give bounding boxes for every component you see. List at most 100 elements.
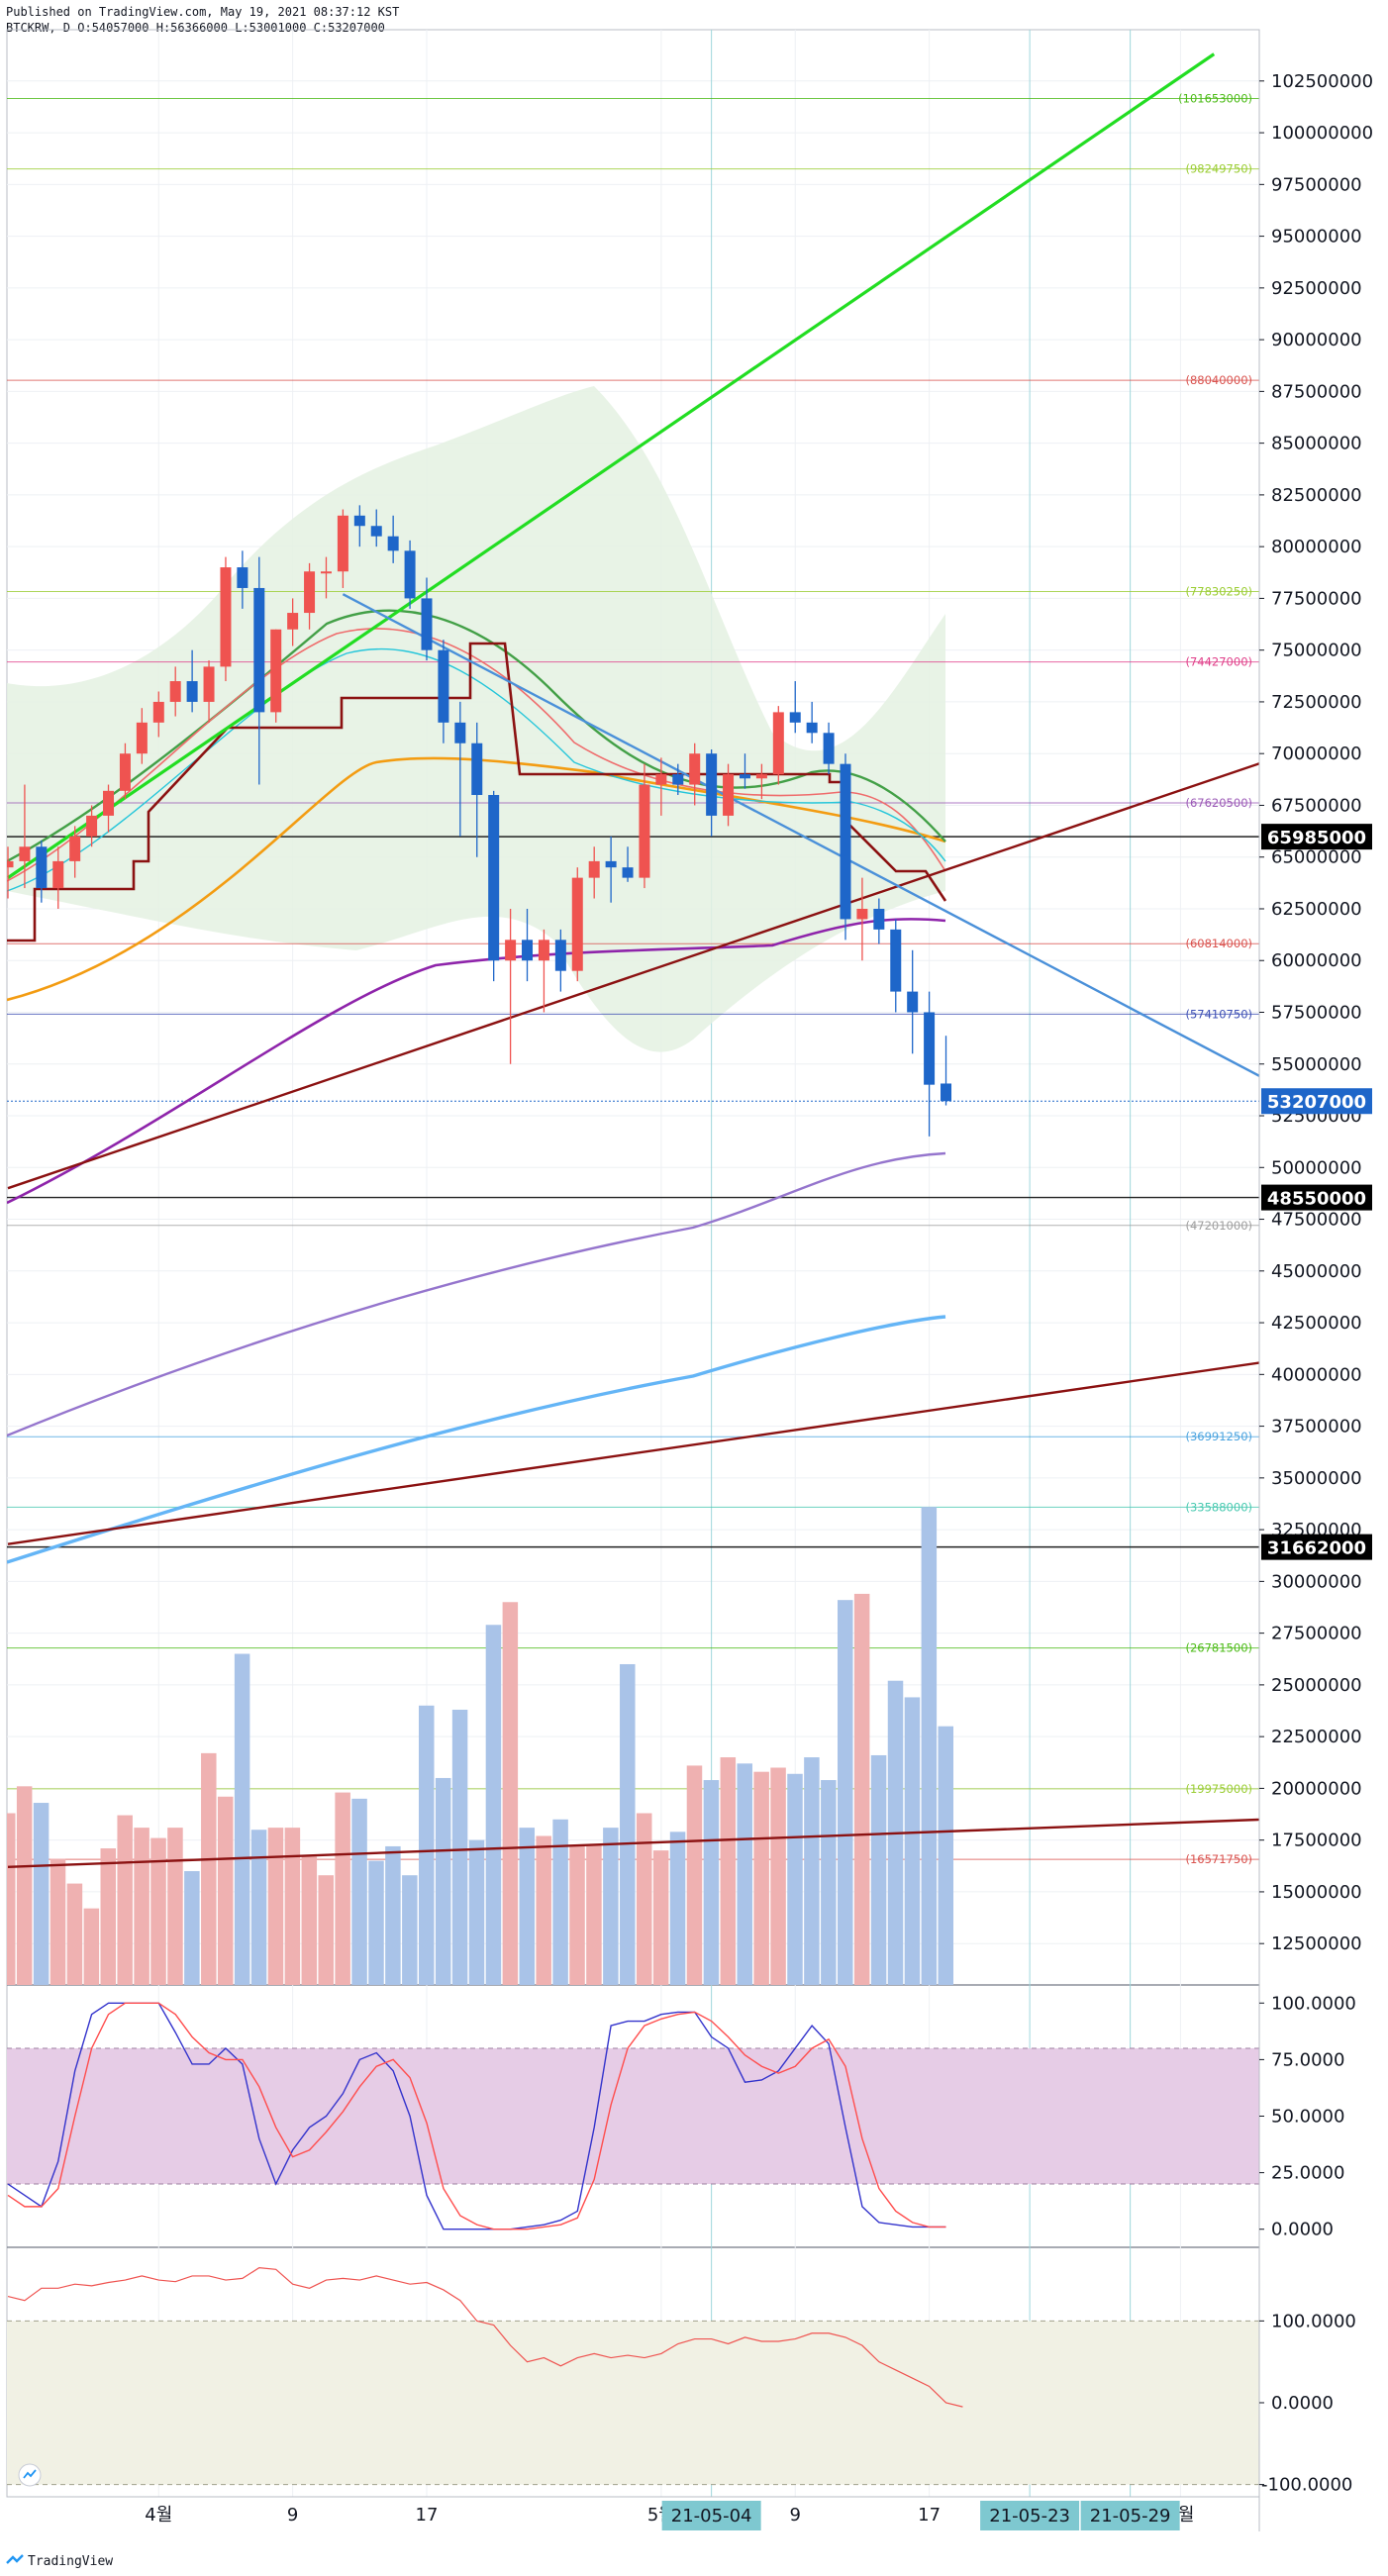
candle-body [136,722,148,754]
candle-body [622,867,634,878]
time-axis-label: 9 [287,2505,298,2526]
volume-bar [921,1507,938,1985]
volume-bar [150,1837,166,1985]
fib-level-label: (26781500) [1185,1641,1252,1655]
candle-body [873,908,885,930]
price-axis-label: 55000000 [1271,1054,1362,1075]
volume-bar [16,1786,33,1985]
volume-bar [821,1780,837,1985]
volume-bar [502,1602,519,1985]
volume-bar [938,1726,954,1985]
volume-bar [250,1830,267,1985]
date-marker-label: 21-05-29 [1090,2506,1171,2526]
volume-bar [720,1757,737,1985]
price-axis-label: 100000000 [1271,123,1373,144]
trend-line [7,1818,1259,1869]
volume-bar [737,1763,752,1985]
volume-bar [586,1843,602,1985]
stoch-series-line [7,2002,946,2230]
price-axis-label: 30000000 [1271,1571,1362,1592]
price-axis-label: 45000000 [1271,1261,1362,1282]
price-axis-label: 75000000 [1271,641,1362,661]
candle-body [823,733,835,764]
volume-bar [870,1754,887,1985]
fib-level-label: (60814000) [1185,937,1252,950]
candle-body [7,860,14,868]
volume-bar [134,1828,149,1985]
ma-green-line [7,609,946,863]
candle-body [454,722,466,743]
price-axis-label: 97500000 [1271,174,1362,195]
candle-body [639,784,650,878]
volume-bar [519,1828,536,1985]
volume-bar [83,1908,100,1985]
candle-body [52,860,64,889]
fib-level-label: (36991250) [1185,1430,1252,1443]
volume-bar [50,1858,66,1985]
candle-body [522,940,534,961]
candle-body [103,790,115,816]
volume-bar [351,1798,367,1985]
volume-bar [217,1796,234,1985]
candle-body [924,1012,936,1085]
candle-body [588,860,600,878]
volume-bar [7,1813,16,1985]
ma-lavender-line [7,1151,946,1437]
volume-bar [335,1792,350,1985]
candle-body [505,940,517,961]
candle-body [86,815,98,837]
volume-bar [184,1871,200,1985]
volume-bar [603,1828,619,1985]
volume-bar [66,1883,83,1985]
price-axis-label: 50000000 [1271,1157,1362,1178]
price-axis-label: 77500000 [1271,588,1362,609]
candle-body [220,567,232,667]
candle-body [152,701,164,723]
volume-bar [451,1709,468,1985]
price-badge-label: 48550000 [1267,1189,1366,1210]
price-axis-label: 15000000 [1271,1882,1362,1903]
price-badge-label: 53207000 [1267,1092,1366,1113]
price-axis-label: 70000000 [1271,743,1362,764]
cci-axis-label: 0.0000 [1271,2393,1334,2414]
fib-level-label: (101653000) [1178,92,1252,106]
volume-bar [167,1828,183,1985]
ma-skyblue-line [7,1315,946,1564]
candle-body [739,774,750,779]
volume-bar [770,1767,786,1985]
price-axis-label: 65000000 [1271,847,1362,868]
fib-level-label: (19975000) [1185,1782,1252,1796]
volume-bar [838,1600,853,1985]
footer-brand: TradingView [6,2554,113,2569]
stoch-band [7,2047,1259,2185]
time-axis-label: 4월 [145,2505,172,2526]
volume-bar [318,1875,334,1985]
cci-axis-label: -100.0000 [1261,2475,1352,2496]
volume-bar [620,1663,636,1985]
candle-body [119,753,131,791]
volume-bar [669,1832,686,1985]
volume-bar [234,1653,250,1985]
time-axis-label: 17 [416,2505,439,2526]
date-marker-label: 21-05-23 [989,2506,1070,2526]
fib-level-label: (67620500) [1185,796,1252,810]
trend-line [7,52,1216,879]
chart-header: Published on TradingView.com, May 19, 20… [6,4,399,36]
ma-red-line [7,628,946,882]
price-axis-label: 17500000 [1271,1831,1362,1851]
volume-bar [686,1765,703,1985]
price-axis-label: 80000000 [1271,537,1362,557]
volume-bar [201,1752,217,1985]
volume-bar [117,1815,133,1985]
price-axis-label: 95000000 [1271,227,1362,248]
candle-body [353,515,365,527]
stoch-axis-label: 25.0000 [1271,2163,1344,2184]
stoch-axis-label: 0.0000 [1271,2220,1334,2240]
date-marker-badge [1080,2501,1180,2530]
volume-bar [636,1813,652,1985]
date-marker-badge [661,2501,761,2530]
candle-body [287,613,299,630]
stoch-axis-label: 75.0000 [1271,2049,1344,2070]
candle-body [186,681,198,702]
